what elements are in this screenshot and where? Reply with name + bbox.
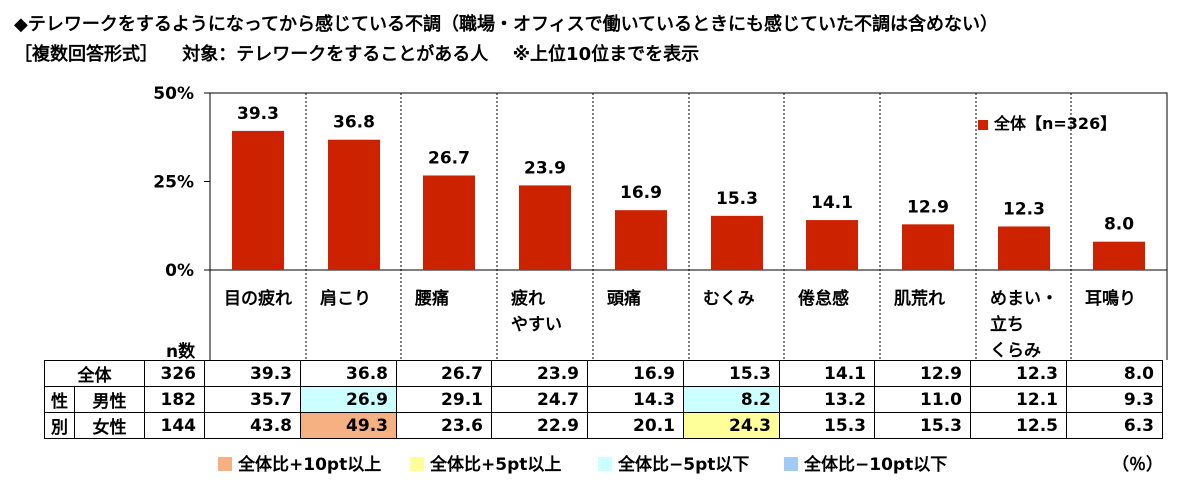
value-cell: 13.2 bbox=[779, 386, 875, 413]
legend-swatch bbox=[978, 119, 988, 130]
legend-label: 全体【n=326】 bbox=[994, 114, 1117, 133]
value-cell: 36.8 bbox=[300, 360, 397, 387]
subtitle: ［複数回答形式］ 対象：テレワークをすることがある人 ※上位10位までを表示 bbox=[14, 40, 717, 66]
bar bbox=[711, 215, 763, 270]
highlight-legend-item: 全体比+5pt以上 bbox=[410, 450, 561, 475]
y-tick-label: 50% bbox=[153, 84, 194, 104]
value-cell: 43.8 bbox=[204, 412, 301, 439]
table-row: 別女性 144 43.8 49.3 23.6 22.9 20.1 24.3 15.3 15.3 12… bbox=[44, 412, 1163, 439]
legend-swatch bbox=[784, 457, 798, 471]
category-label: 腰痛 bbox=[415, 289, 449, 309]
legend-label: 全体比+5pt以上 bbox=[430, 455, 562, 475]
bar bbox=[998, 226, 1050, 270]
n-count-cell: 144 bbox=[144, 412, 205, 439]
value-cell: 16.9 bbox=[587, 360, 684, 387]
value-cell: 22.9 bbox=[491, 412, 588, 439]
value-cell: 9.3 bbox=[1066, 386, 1163, 413]
category-label: 目の疲れ bbox=[224, 289, 292, 309]
highlight-legend-item: 全体比−10pt以下 bbox=[784, 450, 947, 475]
subtitle-format: ［複数回答形式］ bbox=[14, 44, 158, 65]
bar-value-label: 23.9 bbox=[524, 158, 566, 178]
value-cell: 35.7 bbox=[204, 386, 301, 413]
category-label: 肌荒れ bbox=[894, 289, 945, 309]
value-cell: 20.1 bbox=[587, 412, 684, 439]
category-label: 肩こり bbox=[320, 289, 371, 309]
page-title: ◆テレワークをするようになってから感じている不調（職場・オフィスで働いているとき… bbox=[14, 14, 999, 35]
chart-legend: 全体【n=326】 bbox=[978, 110, 1116, 134]
row-label: 全体 bbox=[44, 360, 145, 387]
legend-swatch bbox=[598, 457, 612, 471]
value-cell: 23.9 bbox=[491, 360, 588, 387]
legend-swatch bbox=[410, 457, 424, 471]
bar-value-label: 36.8 bbox=[333, 113, 375, 133]
table-row: 性男性 182 35.7 26.9 29.1 24.7 14.3 8.2 13.2 11.0 12.… bbox=[44, 386, 1163, 413]
bar bbox=[806, 220, 858, 270]
bar-value-label: 12.3 bbox=[1003, 199, 1045, 219]
value-cell: 26.7 bbox=[396, 360, 492, 387]
row-label: 男性 bbox=[74, 386, 145, 413]
value-cell: 49.3 bbox=[300, 412, 397, 439]
value-cell: 15.3 bbox=[683, 360, 780, 387]
value-cell: 12.5 bbox=[970, 412, 1067, 439]
legend-label: 全体比−10pt以下 bbox=[804, 455, 948, 475]
bar bbox=[902, 224, 954, 270]
value-cell: 29.1 bbox=[396, 386, 492, 413]
category-label: 頭痛 bbox=[607, 289, 641, 309]
value-cell: 24.3 bbox=[683, 412, 780, 439]
bar-value-label: 15.3 bbox=[716, 189, 758, 209]
gender-group-label: 別 bbox=[44, 412, 75, 439]
percent-unit: （％） bbox=[1112, 455, 1163, 475]
value-cell: 24.7 bbox=[491, 386, 588, 413]
value-cell: 12.3 bbox=[970, 360, 1067, 387]
value-cell: 6.3 bbox=[1066, 412, 1163, 439]
bar bbox=[519, 185, 571, 270]
legend-label: 全体比−5pt以下 bbox=[618, 455, 750, 475]
value-cell: 8.0 bbox=[1066, 360, 1163, 387]
bar-value-label: 8.0 bbox=[1104, 215, 1134, 235]
category-label: 疲れ やすい bbox=[511, 289, 562, 335]
value-cell: 14.1 bbox=[779, 360, 875, 387]
category-label: 倦怠感 bbox=[798, 289, 849, 309]
table-row: 全体 326 39.3 36.8 26.7 23.9 16.9 15.3 14.1 12.9 12.… bbox=[44, 360, 1163, 387]
value-cell: 23.6 bbox=[396, 412, 492, 439]
highlight-legend-item: 全体比−5pt以下 bbox=[598, 450, 749, 475]
bar bbox=[1093, 241, 1145, 270]
category-label: むくみ bbox=[703, 289, 755, 309]
bar-value-label: 39.3 bbox=[237, 104, 279, 124]
category-label: 耳鳴り bbox=[1085, 289, 1136, 309]
data-table: 全体 326 39.3 36.8 26.7 23.9 16.9 15.3 14.1 12.9 12.… bbox=[44, 360, 1163, 439]
subtitle-target: 対象：テレワークをすることがある人 bbox=[182, 44, 489, 65]
gender-group-label: 性 bbox=[44, 386, 75, 413]
bar-value-label: 16.9 bbox=[620, 183, 662, 203]
bar-value-label: 14.1 bbox=[811, 193, 853, 213]
value-cell: 15.3 bbox=[874, 412, 971, 439]
bar bbox=[328, 139, 380, 270]
bar bbox=[615, 210, 667, 270]
y-tick-label: 0% bbox=[165, 261, 194, 281]
bar-value-label: 26.7 bbox=[428, 148, 470, 168]
value-cell: 26.9 bbox=[300, 386, 397, 413]
value-cell: 15.3 bbox=[779, 412, 875, 439]
bar bbox=[232, 130, 284, 270]
legend-label: 全体比+10pt以上 bbox=[238, 455, 382, 475]
bar bbox=[423, 175, 475, 270]
value-cell: 39.3 bbox=[204, 360, 301, 387]
n-count-label: n数 bbox=[166, 342, 196, 362]
value-cell: 12.1 bbox=[970, 386, 1067, 413]
highlight-legend-item: 全体比+10pt以上 bbox=[218, 450, 381, 475]
value-cell: 8.2 bbox=[683, 386, 780, 413]
bar-value-label: 12.9 bbox=[907, 197, 949, 217]
n-count-cell: 182 bbox=[144, 386, 205, 413]
n-count-cell: 326 bbox=[144, 360, 205, 387]
value-cell: 11.0 bbox=[874, 386, 971, 413]
row-label: 女性 bbox=[74, 412, 145, 439]
value-cell: 12.9 bbox=[874, 360, 971, 387]
value-cell: 14.3 bbox=[587, 386, 684, 413]
y-tick-label: 25% bbox=[153, 173, 194, 193]
legend-swatch bbox=[218, 457, 232, 471]
category-label: めまい・ 立ち くらみ bbox=[990, 289, 1058, 361]
subtitle-note: ※上位10位までを表示 bbox=[512, 44, 700, 65]
